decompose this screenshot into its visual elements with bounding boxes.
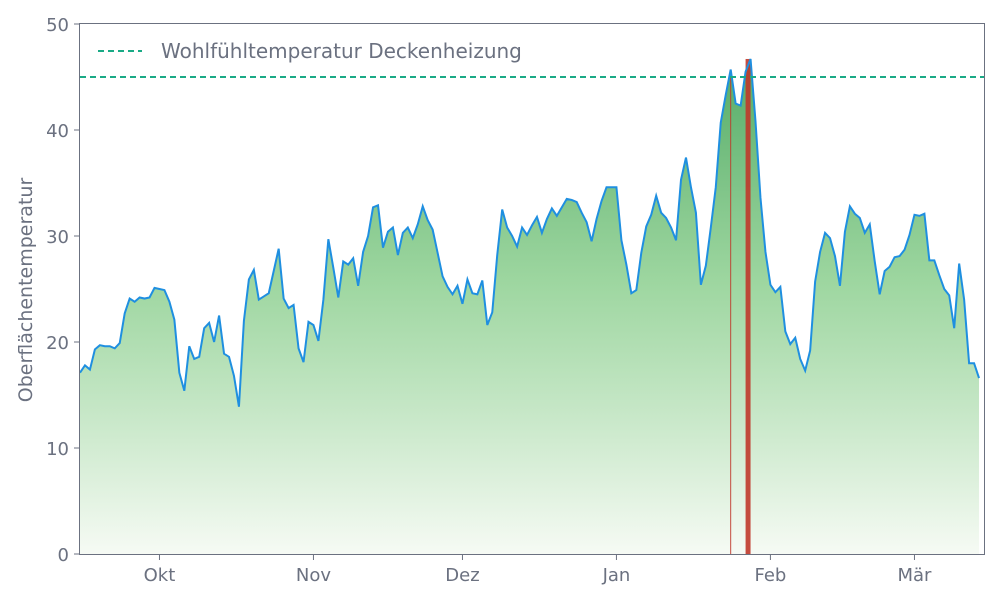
temperature-area <box>80 58 980 554</box>
x-axis: Okt Nov Dez Jan Feb Mär <box>144 554 932 586</box>
x-tick-label: Nov <box>296 565 331 586</box>
exceedance-bar-0 <box>730 69 732 554</box>
x-tick-label: Mär <box>897 565 932 586</box>
legend-label: Wohlfühltemperatur Deckenheizung <box>161 39 522 63</box>
y-axis-title: Oberflächentemperatur <box>15 178 37 403</box>
x-tick-label: Feb <box>754 565 786 586</box>
temperature-line <box>79 58 980 407</box>
y-tick-label: 40 <box>46 121 69 142</box>
y-tick-label: 10 <box>46 439 69 460</box>
y-tick-label: 20 <box>46 333 69 354</box>
y-tick-label: 30 <box>46 227 69 248</box>
x-tick-label: Jan <box>602 565 631 586</box>
x-tick-label: Okt <box>144 565 176 586</box>
y-axis: 0 10 20 30 40 50 <box>46 15 80 566</box>
exceedance-markers <box>730 58 751 554</box>
y-tick-label: 0 <box>58 545 69 566</box>
plot-frame <box>79 23 985 555</box>
legend: Wohlfühltemperatur Deckenheizung <box>98 39 522 63</box>
exceedance-bar-1 <box>745 58 751 554</box>
x-tick-label: Dez <box>445 565 479 586</box>
y-tick-label: 50 <box>46 15 69 36</box>
